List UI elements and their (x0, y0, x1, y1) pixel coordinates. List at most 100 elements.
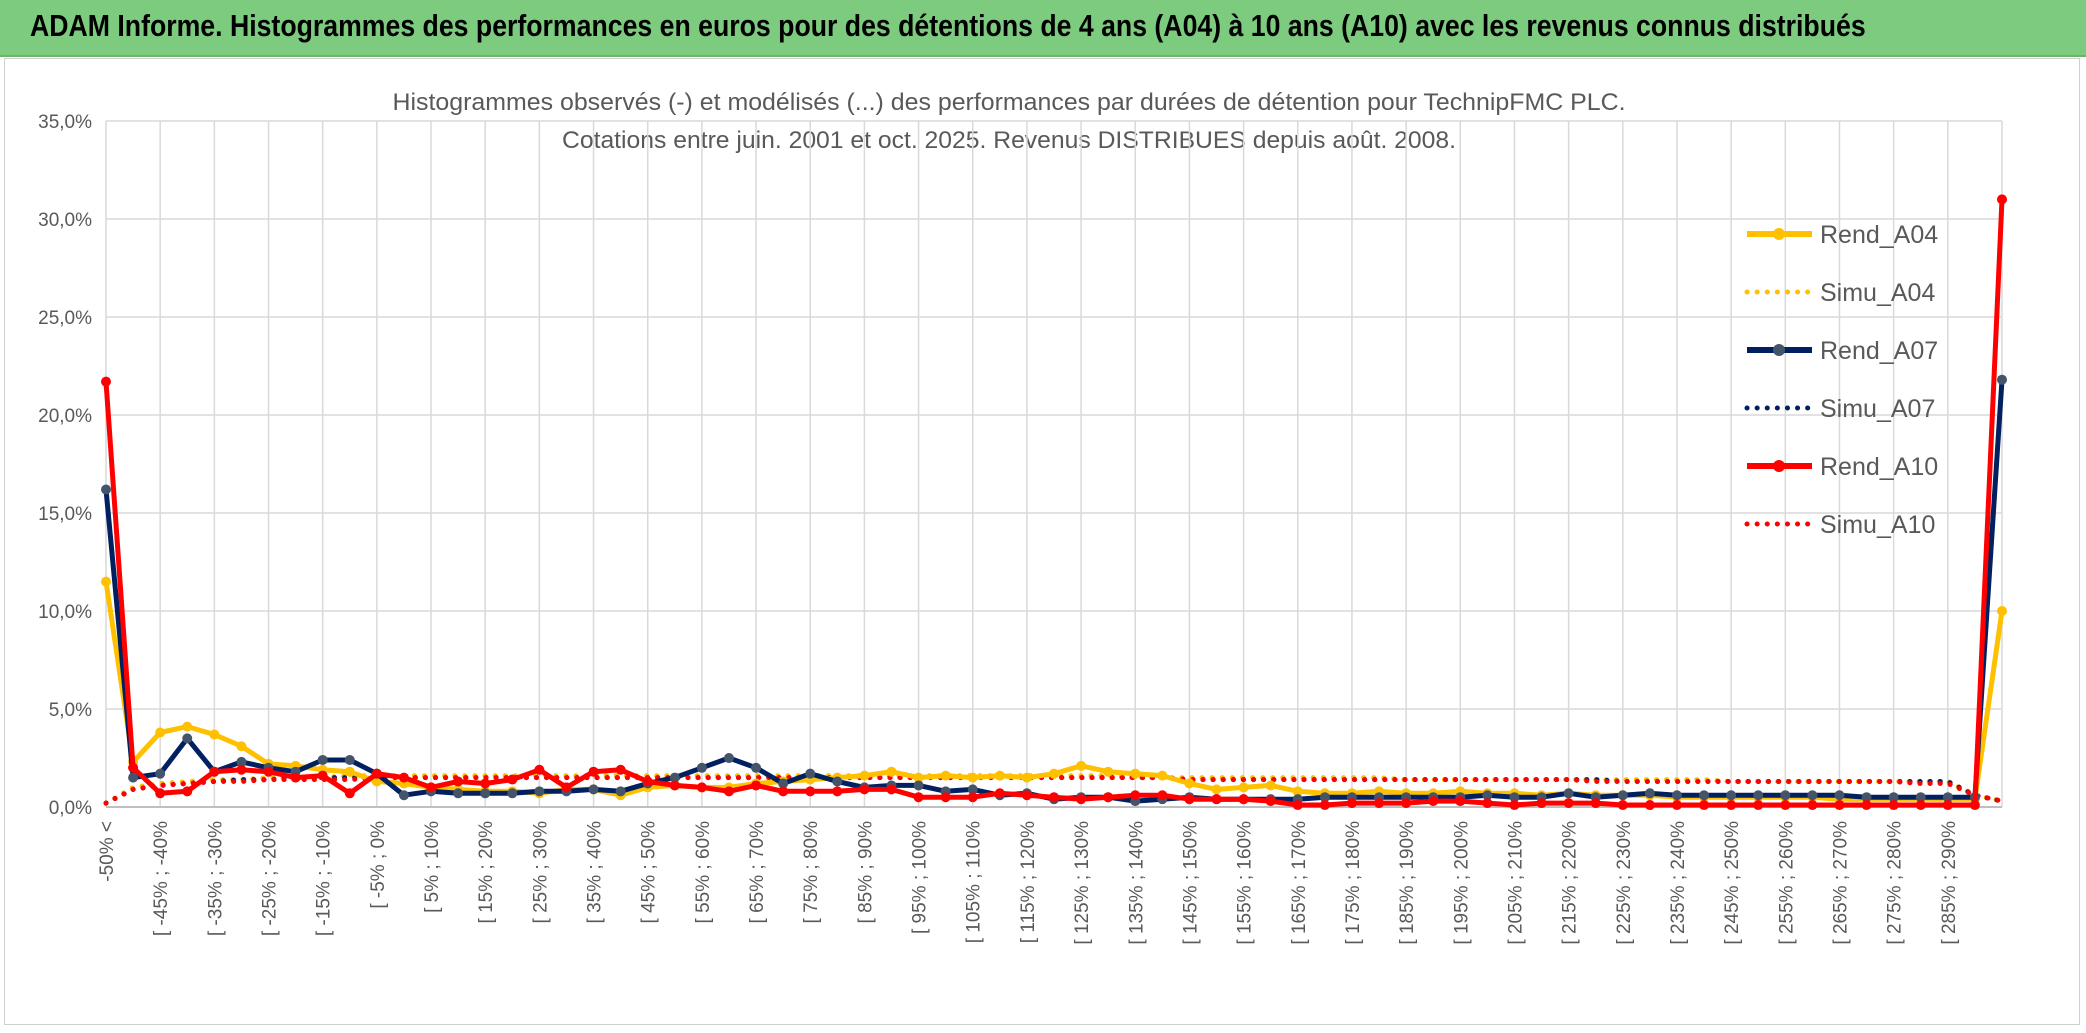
y-tick-label: 35,0% (38, 112, 92, 133)
x-tick-label: [ -35% ; -30% (205, 821, 226, 936)
data-point (832, 786, 843, 797)
data-point (778, 778, 789, 789)
legend-marker (1773, 460, 1785, 472)
data-point (859, 784, 870, 795)
data-point (1482, 798, 1493, 809)
x-tick-label: [ 185% ; 190% (1397, 821, 1418, 945)
data-point (1319, 800, 1330, 811)
series-line-rend-a07 (103, 379, 2005, 804)
data-point (290, 772, 301, 783)
data-point (1671, 790, 1682, 801)
legend-label: Simu_A04 (1820, 279, 1935, 307)
data-point (1184, 778, 1195, 789)
data-point (128, 772, 139, 783)
data-point (1969, 800, 1980, 811)
data-point (913, 780, 924, 791)
data-point (967, 792, 978, 803)
series-line-rend-a04 (103, 581, 2005, 802)
data-point (1238, 782, 1249, 793)
data-point (1888, 792, 1899, 803)
y-tick-label: 30,0% (38, 210, 92, 231)
report-title: ADAM Informe. Histogrammes des performan… (30, 8, 1866, 43)
chart-subtitle: Cotations entre juin. 2001 et oct. 2025.… (562, 127, 1456, 154)
data-point (1807, 800, 1818, 811)
data-point (1942, 800, 1953, 811)
data-point (101, 576, 111, 587)
x-tick-label: [ 175% ; 180% (1343, 821, 1364, 945)
x-tick-label: [ 285% ; 290% (1939, 821, 1960, 945)
x-tick-label: [ 35% ; 40% (585, 821, 606, 924)
x-tick-label: -50% < (97, 821, 118, 882)
x-tick-label: [ 105% ; 110% (964, 821, 985, 943)
data-point (1211, 784, 1222, 795)
data-point (344, 788, 355, 799)
x-tick-label: [ -45% ; -40% (151, 821, 172, 936)
data-point (1103, 792, 1114, 803)
data-point (1292, 786, 1303, 797)
data-point (1671, 800, 1682, 811)
data-point (236, 741, 247, 752)
data-point (805, 786, 816, 797)
data-point (561, 782, 572, 793)
data-point (994, 770, 1005, 781)
data-point (886, 766, 897, 777)
data-point (1157, 770, 1168, 781)
data-point (1428, 796, 1439, 807)
data-point (1942, 792, 1953, 803)
data-point (453, 788, 464, 799)
data-point (1130, 768, 1141, 779)
data-point (1834, 790, 1845, 801)
x-tick-label: [ 255% ; 260% (1776, 821, 1797, 945)
x-tick-label: [ 245% ; 250% (1722, 821, 1743, 945)
x-tick-label: [ 135% ; 140% (1126, 821, 1147, 945)
data-point (913, 772, 924, 783)
data-point (1997, 374, 2007, 385)
data-point (480, 788, 491, 799)
data-point (209, 729, 220, 740)
y-tick-label: 20,0% (38, 406, 92, 427)
series-layer (101, 194, 2007, 811)
data-point (507, 788, 518, 799)
data-point (128, 762, 139, 773)
data-point (1319, 792, 1330, 803)
x-tick-label: [ 25% ; 30% (530, 821, 551, 924)
data-point (751, 780, 762, 791)
x-tick-label: [ 45% ; 50% (639, 821, 660, 924)
data-point (1807, 790, 1818, 801)
data-point (182, 786, 193, 797)
data-point (344, 766, 355, 777)
data-point (1482, 790, 1493, 801)
data-point (1157, 790, 1168, 801)
data-point (751, 762, 762, 773)
x-tick-label: [ 235% ; 240% (1668, 821, 1689, 945)
legend-marker (1773, 344, 1785, 356)
data-point (1265, 780, 1276, 791)
x-tick-label: [ 265% ; 270% (1830, 821, 1851, 945)
x-tick-label: [ 205% ; 210% (1505, 821, 1526, 945)
data-point (453, 776, 464, 787)
data-point (1888, 800, 1899, 811)
x-tick-label: [ 15% ; 20% (476, 821, 497, 924)
legend-item-simu-a10: Simu_A10 (1744, 511, 1935, 539)
chart-title: Histogrammes observés (-) et modélisés (… (393, 89, 1626, 116)
data-point (1644, 800, 1655, 811)
legend-item-rend-a07: Rend_A07 (1747, 337, 1938, 365)
x-tick-label: [ 195% ; 200% (1451, 821, 1472, 945)
data-point (588, 784, 599, 795)
series-line-simu-a04 (103, 773, 2005, 806)
series-line-rend-a10 (103, 199, 2005, 808)
grid-layer (105, 120, 2003, 808)
legend-label: Rend_A10 (1820, 453, 1938, 481)
data-point (1753, 800, 1764, 811)
x-tick-label: [ 155% ; 160% (1235, 821, 1256, 945)
data-point (1184, 794, 1195, 805)
data-point (263, 766, 274, 777)
x-tick-label: [ 215% ; 220% (1560, 821, 1581, 945)
data-point (1103, 766, 1114, 777)
data-point (642, 776, 653, 787)
legend-label: Rend_A07 (1820, 337, 1938, 365)
data-point (1211, 794, 1222, 805)
data-point (101, 376, 111, 387)
data-point (1021, 772, 1032, 783)
chart-legend: Rend_A04 Simu_A04 Rend_A07 Simu_A07 Rend_A10… (1744, 221, 1938, 539)
